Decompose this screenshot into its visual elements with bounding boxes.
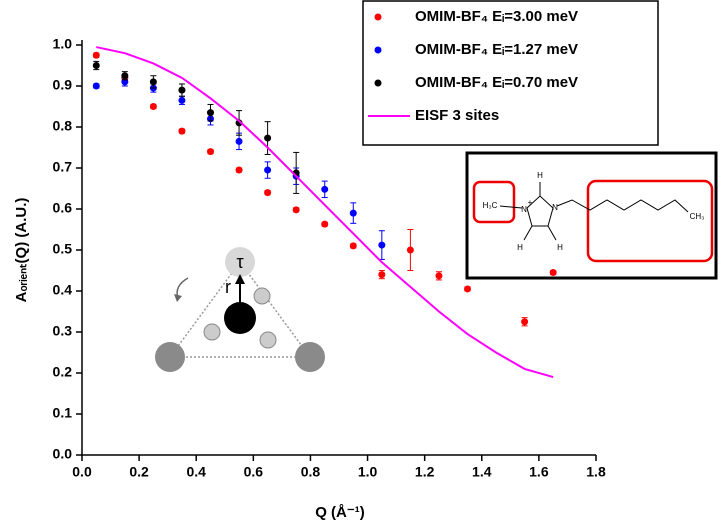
- point: [406, 246, 414, 254]
- point: [464, 285, 471, 293]
- atom-label: H: [517, 243, 523, 252]
- y-tick-label: 0.7: [53, 159, 73, 175]
- point: [207, 148, 214, 156]
- ring: [526, 195, 554, 227]
- y-tick-label: 0.1: [53, 405, 73, 421]
- y-tick-label: 0.2: [53, 364, 73, 380]
- hydrogen: [203, 323, 221, 341]
- point: [92, 62, 100, 69]
- point: [378, 241, 386, 249]
- legend-label: EISF 3 sites: [415, 107, 499, 124]
- point: [321, 220, 329, 228]
- y-tick-label: 0.9: [53, 77, 73, 93]
- point: [549, 269, 557, 277]
- point: [178, 96, 186, 104]
- r-label: r: [225, 277, 231, 297]
- alkyl-chain: [556, 199, 689, 213]
- legend-frame: [362, 0, 659, 146]
- atom-label: CH₃: [690, 212, 705, 221]
- point: [264, 134, 272, 142]
- point: [521, 318, 529, 326]
- bond: [499, 205, 523, 209]
- bond: [547, 225, 557, 241]
- charge-label: +: [528, 198, 533, 207]
- point: [264, 166, 272, 174]
- atom-label: H: [557, 243, 563, 252]
- x-tick-label: 1.2: [415, 464, 435, 480]
- point: [378, 271, 386, 279]
- rotation-arrow: [176, 277, 189, 299]
- point: [292, 206, 300, 214]
- y-tick-label: 0.6: [53, 200, 73, 216]
- site: [295, 342, 325, 372]
- point: [178, 86, 186, 94]
- y-tick-label: 0.8: [53, 118, 73, 134]
- x-tick-label: 0.2: [129, 464, 149, 480]
- x-tick-label: 0.4: [186, 464, 206, 480]
- x-tick-label: 1.8: [586, 464, 606, 480]
- y-axis-label: Aₒᵣᵢₑₙₜ(Q) (A.U.): [13, 198, 30, 303]
- point: [92, 51, 100, 59]
- legend-label: OMIM-BF₄ Eᵢ=0.70 meV: [415, 74, 578, 91]
- x-tick-label: 0.0: [72, 464, 92, 480]
- highlight: [472, 180, 516, 224]
- point: [149, 78, 157, 86]
- point: [349, 209, 357, 217]
- point: [92, 82, 100, 90]
- inset-frame: [465, 151, 718, 280]
- arrow-head: [174, 294, 182, 302]
- y-tick-label: 1.0: [53, 36, 73, 52]
- atom-label: N: [552, 203, 558, 212]
- tetrahedron-edges: [168, 260, 312, 358]
- atom-label: H: [537, 171, 543, 180]
- legend-label: OMIM-BF₄ Eᵢ=3.00 meV: [415, 8, 578, 25]
- point: [121, 72, 129, 80]
- y-tick-label: 0.3: [53, 323, 73, 339]
- legend-swatch: [374, 79, 382, 87]
- highlight: [586, 179, 714, 263]
- legend-label: OMIM-BF₄ Eᵢ=1.27 meV: [415, 41, 578, 58]
- x-tick-label: 1.6: [529, 464, 549, 480]
- hydrogen: [259, 331, 277, 349]
- y-tick-label: 0.4: [53, 282, 73, 298]
- legend: OMIM-BF₄ Eᵢ=3.00 meV OMIM-BF₄ Eᵢ=1.27 meV…: [368, 8, 578, 124]
- atom-label: N: [521, 205, 527, 214]
- x-tick-label: 1.0: [358, 464, 378, 480]
- carbon: [224, 302, 256, 334]
- atom-label: H₃C: [483, 201, 498, 210]
- bond: [523, 225, 533, 241]
- tetrahedron-inset: τ r: [155, 247, 325, 372]
- x-tick-label: 1.4: [472, 464, 492, 480]
- x-tick-label: 0.8: [301, 464, 321, 480]
- point: [349, 242, 357, 250]
- point: [264, 189, 272, 197]
- point: [149, 103, 157, 110]
- point: [321, 185, 329, 193]
- legend-swatch: [374, 13, 382, 21]
- point: [207, 109, 214, 117]
- y-tick-label: 0.0: [53, 446, 73, 462]
- y-tick-label: 0.5: [53, 241, 73, 257]
- point: [178, 127, 186, 135]
- point: [435, 272, 443, 280]
- site: [155, 342, 185, 372]
- point: [235, 137, 243, 145]
- arrow-head: [235, 274, 245, 284]
- hydrogen: [253, 287, 271, 305]
- x-axis-label: Q (Å⁻¹): [315, 504, 365, 521]
- molecule-inset: H₃C N + H N H H CH₃: [465, 151, 718, 280]
- x-tick-label: 0.6: [244, 464, 264, 480]
- tau-label: τ: [236, 252, 243, 272]
- point: [235, 166, 243, 174]
- legend-swatch: [374, 46, 382, 54]
- eisf-line: [96, 46, 554, 379]
- site: [225, 247, 255, 277]
